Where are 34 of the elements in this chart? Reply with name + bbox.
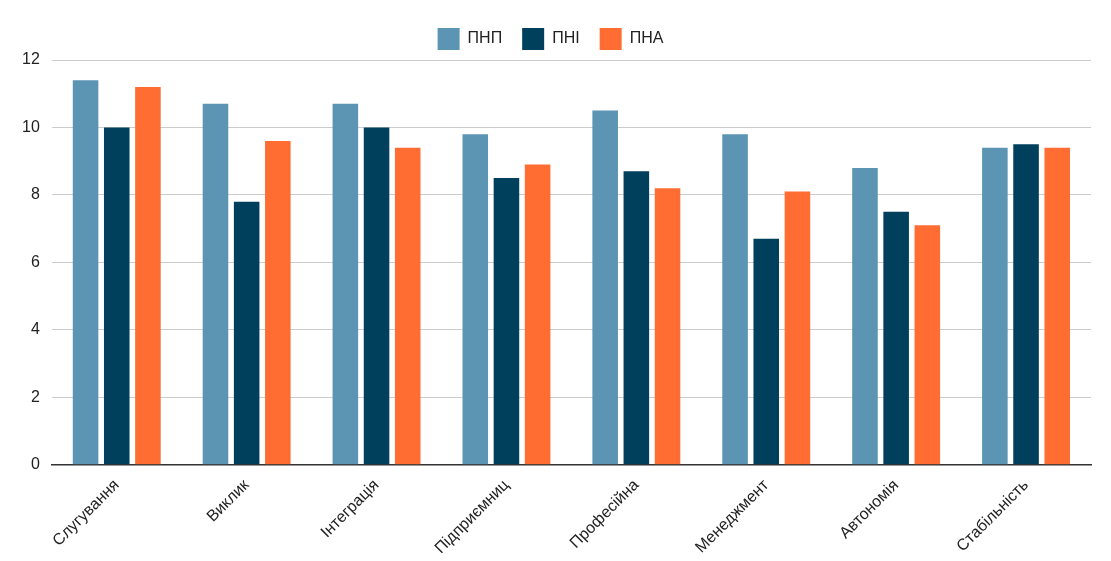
bar (394, 147, 421, 465)
bar (524, 164, 551, 465)
y-tick-label: 12 (22, 50, 40, 68)
y-tick-label: 10 (22, 117, 40, 135)
bar (233, 201, 260, 465)
bar (462, 134, 489, 465)
bar (103, 127, 130, 465)
y-tick-label: 6 (30, 252, 40, 270)
bar (1013, 144, 1039, 465)
bar (722, 134, 748, 465)
bar (623, 171, 650, 465)
bar (753, 238, 780, 465)
y-tick-label: 8 (30, 185, 40, 203)
legend-label: ПНА (629, 29, 664, 47)
bar (135, 86, 161, 465)
bar (332, 103, 359, 465)
bar (202, 103, 229, 465)
y-tick-label: 2 (30, 387, 40, 405)
bar (852, 167, 878, 465)
y-tick-label: 4 (30, 320, 40, 338)
bar (982, 147, 1008, 465)
bar (654, 188, 681, 465)
bar (784, 191, 811, 465)
bar (72, 80, 99, 465)
bar (265, 140, 291, 465)
bar (493, 178, 520, 465)
y-tick-label: 0 (30, 455, 40, 473)
bar (1044, 147, 1071, 465)
bar (363, 127, 390, 465)
legend-label: ПНІ (552, 29, 580, 47)
bar (914, 225, 941, 465)
bar (883, 211, 909, 465)
legend-label: ПНП (467, 29, 503, 47)
bar (592, 110, 618, 465)
